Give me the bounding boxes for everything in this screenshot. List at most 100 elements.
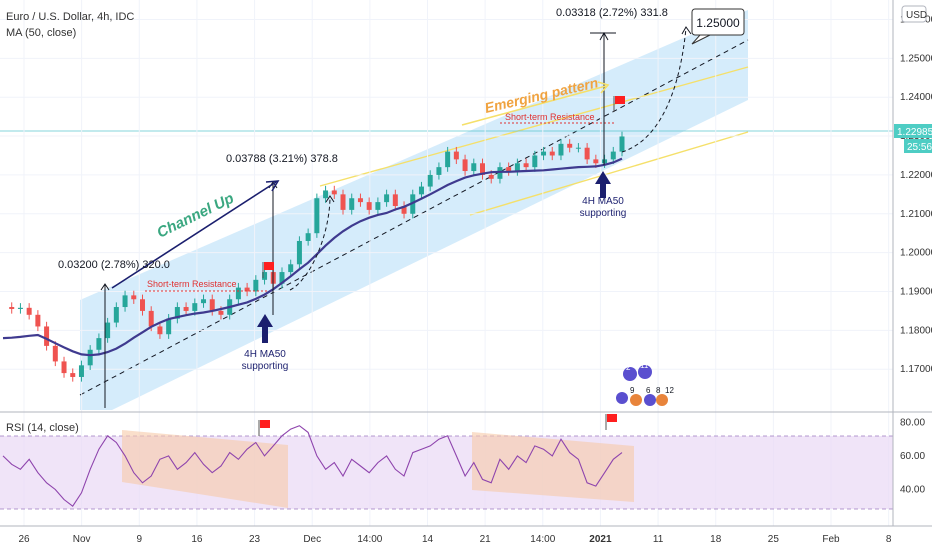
- candle-body: [192, 303, 198, 311]
- candle-body: [52, 345, 58, 362]
- candle-body: [323, 190, 329, 199]
- support-2-label-line2: supporting: [580, 208, 627, 219]
- projection-curve-2-arrowhead: [681, 26, 692, 35]
- rsi-legend: RSI (14, close): [6, 422, 79, 434]
- time-tick-label: Dec: [303, 534, 321, 545]
- candle-body: [279, 272, 285, 284]
- candle-body: [331, 190, 337, 195]
- candle-body: [427, 174, 433, 187]
- projection-curve-2: [621, 27, 687, 153]
- rsi-series-group: [2, 425, 623, 507]
- currency-badge[interactable]: [901, 5, 927, 23]
- candle-body: [593, 159, 599, 164]
- candle-body: [384, 194, 390, 203]
- candle-body: [70, 373, 76, 377]
- target-callout: 1.25000: [691, 8, 745, 45]
- price-tick-label: 1.24000: [900, 92, 932, 103]
- candle-body: [9, 307, 15, 309]
- candle-body: [201, 299, 207, 304]
- candle-body: [44, 326, 50, 346]
- price-axis: 1.17000 1.18000 1.19000 1.20000 1.21000 1.220…: [900, 14, 932, 375]
- candle-body: [113, 307, 119, 323]
- time-tick-label: 11: [653, 534, 664, 545]
- flag-icon: [613, 96, 625, 112]
- event-glyph-label: 11: [640, 361, 649, 370]
- candle-body: [218, 310, 224, 315]
- time-tick-label: 14: [422, 534, 434, 545]
- measure-3-label: 0.03318 (2.72%) 331.8: [556, 7, 668, 19]
- measure-3-arrowhead: [599, 31, 609, 41]
- channel-up-arrow: [111, 181, 277, 289]
- candle-body: [575, 147, 581, 149]
- candle-body: [105, 322, 111, 339]
- candle-body: [26, 307, 32, 315]
- candle-body: [35, 314, 41, 327]
- event-glyph-label: 6: [646, 386, 651, 395]
- projection-curve-1-arrowhead: [325, 195, 335, 203]
- price-tick-label: 1.20000: [900, 248, 932, 259]
- resistance-2-label: Short-term Resistance: [505, 112, 595, 122]
- candle-body: [17, 307, 23, 309]
- candle-body: [401, 206, 407, 214]
- price-tick-label: 1.25000: [900, 53, 932, 64]
- event-glyph-label: 2: [626, 363, 631, 372]
- candle-body: [610, 151, 616, 160]
- candle-body: [209, 299, 215, 311]
- candle-body: [183, 307, 189, 311]
- rsi-tick-label: 40.00: [900, 484, 925, 495]
- candle-body: [549, 151, 555, 156]
- candle-body: [305, 233, 311, 241]
- currency-badge-label: USD: [906, 10, 927, 21]
- y-gridlines: [0, 18, 893, 370]
- support-2-label-line1: 4H MA50: [582, 196, 624, 207]
- candle-body: [253, 279, 259, 292]
- current-price-badge: [894, 124, 932, 138]
- candle-body: [235, 287, 241, 300]
- time-tick-label: Nov: [73, 534, 91, 545]
- time-tick-label: 18: [710, 534, 722, 545]
- candle-body: [296, 240, 302, 265]
- candle-body: [148, 310, 154, 327]
- emerging-upper-line: [319, 66, 749, 187]
- candle-body: [558, 143, 564, 156]
- rsi-axis: 80.00 60.00 40.00: [900, 417, 925, 495]
- price-tick-label: 1.17000: [900, 364, 932, 375]
- event-glyph-label: 12: [665, 386, 674, 395]
- projection-curve-1: [289, 195, 331, 291]
- candle-body: [61, 361, 67, 374]
- candle-body: [375, 202, 381, 210]
- measure-2-label: 0.03788 (3.21%) 378.8: [226, 153, 338, 165]
- candle-body: [357, 198, 363, 203]
- candle-body: [349, 198, 355, 210]
- candle-body: [340, 194, 346, 210]
- time-axis: 26 Nov 9 16 23 Dec 14:00 14 21 14:00 2021 11 18 25 Feb…: [18, 534, 891, 545]
- price-tick-label: 1.21000: [900, 209, 932, 220]
- emerging-pattern-arrow: [461, 85, 607, 126]
- price-tick-label: 1.22000: [900, 170, 932, 181]
- candle-body: [174, 307, 180, 319]
- time-tick-label: Feb: [822, 534, 840, 545]
- rsi-divergence-zone-2: [472, 432, 634, 502]
- candle-body: [453, 151, 459, 160]
- candle-body: [436, 167, 442, 175]
- candle-body: [87, 349, 93, 366]
- chart-title: Euro / U.S. Dollar, 4h, IDC: [6, 11, 134, 23]
- time-tick-label: 8: [886, 534, 892, 545]
- time-tick-label: 14:00: [357, 534, 382, 545]
- candle-body: [523, 163, 529, 168]
- candle-body: [418, 186, 424, 195]
- indicator-legend: MA (50, close): [6, 27, 76, 39]
- measure-1-label: 0.03200 (2.78%) 320.0: [58, 259, 170, 271]
- time-tick-label: 25: [768, 534, 780, 545]
- event-glyph-label: 9: [630, 386, 635, 395]
- time-tick-label: 9: [137, 534, 143, 545]
- flag-icon: [258, 420, 270, 436]
- candle-body: [131, 295, 137, 300]
- ma50-line: [2, 157, 623, 357]
- countdown-badge: [904, 139, 932, 153]
- current-price-label: 1.22985: [897, 127, 932, 138]
- flag-icon: [262, 262, 274, 278]
- candle-body: [471, 163, 477, 172]
- candle-body: [166, 318, 172, 335]
